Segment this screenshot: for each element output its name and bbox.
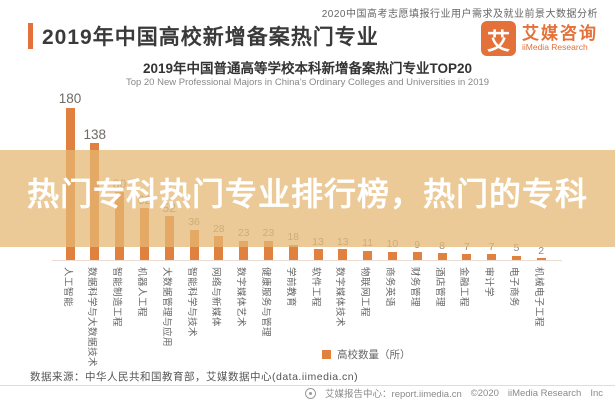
x-axis-label: 智能科学与技术 (185, 267, 197, 338)
bar (487, 254, 497, 260)
x-axis-label: 金融工程 (458, 267, 470, 308)
footer-copyright: ©2020 (470, 387, 499, 399)
footer-brand: iiMedia Research (507, 387, 582, 399)
x-axis-label: 数字媒体技术 (334, 267, 346, 328)
data-source-note: 数据来源：中华人民共和国教育部，艾媒数据中心(data.iimedia.cn) (30, 371, 359, 383)
x-axis-label: 商务英语 (383, 267, 395, 308)
bar (288, 244, 298, 260)
x-axis-line (52, 260, 562, 261)
x-axis-label: 财务管理 (408, 267, 420, 308)
x-axis-label: 智能制造工程 (111, 267, 123, 328)
x-axis-label: 数字媒体艺术 (235, 267, 247, 328)
x-axis-label: 健康服务与管理 (259, 267, 271, 338)
bar (462, 254, 472, 260)
x-axis-label: 软件工程 (309, 267, 321, 308)
x-axis-label: 网络与新媒体 (210, 267, 222, 328)
bar-value-label: 138 (83, 126, 107, 142)
report-tagline: 2020中国高考志愿填报行业用户需求及就业前景大数据分析 (321, 9, 598, 20)
bar (214, 236, 224, 260)
overlay-band: 热门专科热门专业排行榜，热门的专科 (0, 150, 615, 247)
logo-subname: iiMedia Research (522, 41, 588, 52)
x-axis-label: 电子商务 (507, 267, 519, 308)
bar (511, 255, 521, 260)
chart-legend: 高校数量（所） (322, 347, 411, 362)
bar (387, 251, 397, 260)
footer-bar: 艾媒报告中心：report.iimedia.cn ©2020 iiMedia R… (0, 385, 615, 400)
page-title-block: 2019年中国高校新增备案热门专业 (28, 21, 379, 51)
overlay-headline: 热门专科热门专业排行榜，热门的专科 (26, 175, 588, 212)
footer-suffix: Inc (590, 387, 603, 399)
title-accent-bar (28, 23, 33, 49)
chart-subtitle-en: Top 20 New Professional Majors in China’… (125, 77, 490, 88)
bar (437, 253, 447, 260)
bar (239, 240, 249, 260)
x-axis-label: 学前教育 (284, 267, 296, 308)
x-axis-label: 审计学 (483, 267, 495, 298)
chart-title: 2019年中国普通高等学校本科新增备案热门专业TOP20 (142, 61, 473, 76)
bar (313, 249, 323, 260)
x-axis-label: 数据科学与大数据技术 (86, 267, 98, 368)
legend-label: 高校数量（所） (337, 349, 411, 361)
x-axis-label: 物联网工程 (359, 267, 371, 318)
iimedia-logo-icon: 艾 (481, 21, 516, 56)
bar (412, 252, 422, 260)
x-axis-label: 大数据管理与应用 (160, 267, 172, 348)
x-axis-label: 机械电子工程 (532, 267, 544, 328)
bar-value-label: 5 (513, 242, 520, 255)
x-axis-label: 人工智能 (61, 267, 73, 308)
logo-name: 艾媒咨询 (522, 24, 598, 44)
x-axis-label: 酒店管理 (433, 267, 445, 308)
legend-swatch (322, 350, 331, 359)
bar (263, 240, 273, 260)
bar-value-label: 180 (58, 91, 82, 107)
iimedia-badge-icon (305, 387, 317, 399)
x-axis-label: 机器人工程 (135, 267, 147, 318)
bar (536, 258, 546, 260)
iimedia-logo: 艾 艾媒咨询 iiMedia Research (481, 21, 598, 56)
footer-report-center: 艾媒报告中心：report.iimedia.cn (325, 389, 462, 400)
page-title: 2019年中国高校新增备案热门专业 (42, 26, 379, 49)
bar-value-label: 2 (538, 244, 545, 257)
bar (363, 250, 373, 260)
bar (338, 249, 348, 260)
